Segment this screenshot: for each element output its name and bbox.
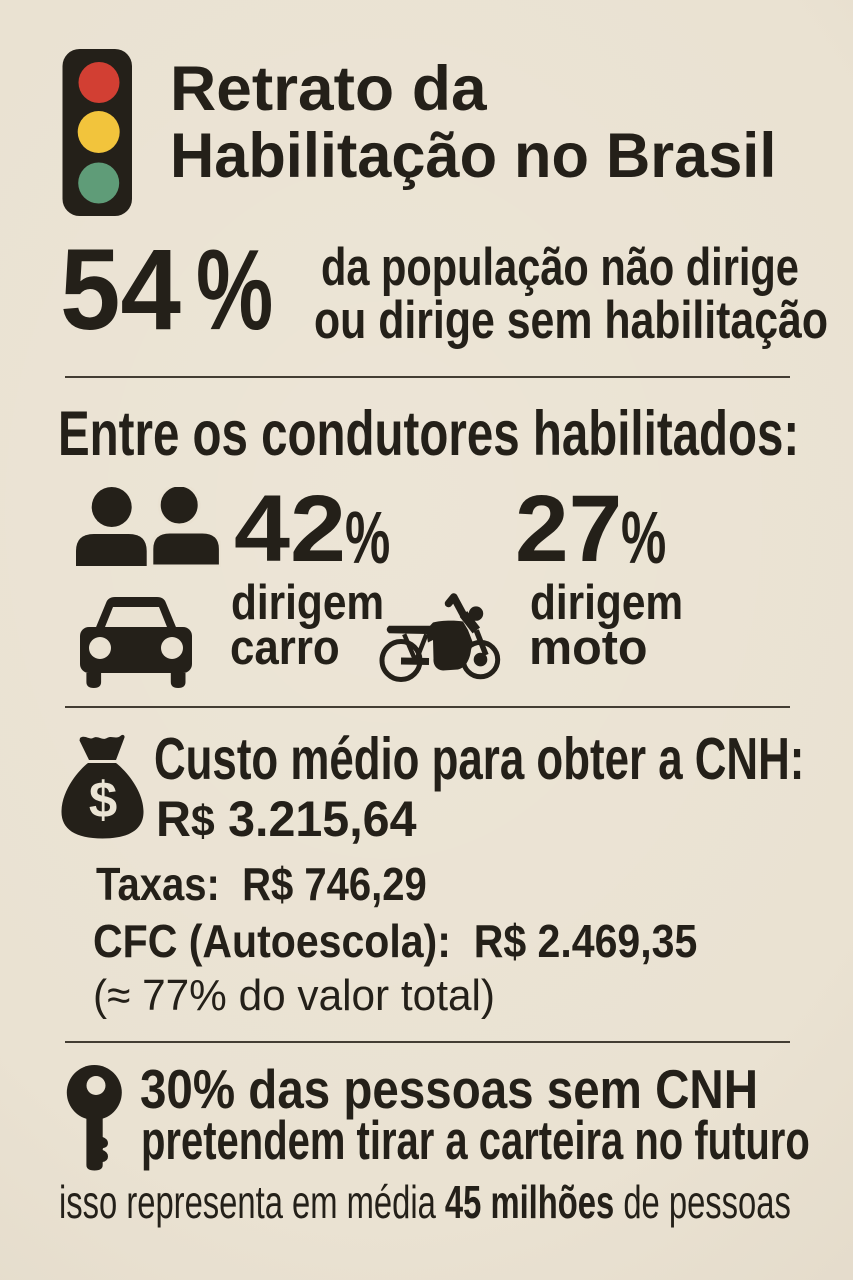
- svg-text:$: $: [89, 771, 117, 828]
